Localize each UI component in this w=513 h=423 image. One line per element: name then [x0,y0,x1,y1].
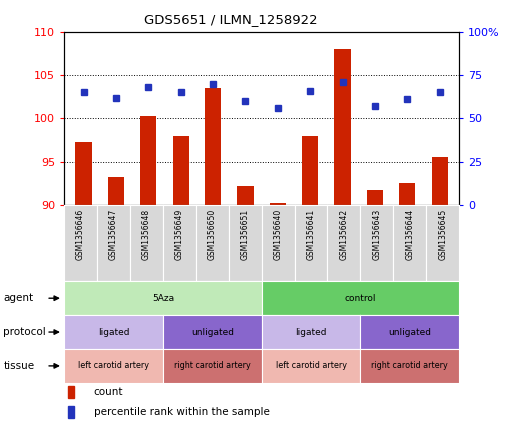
Text: control: control [345,294,376,303]
Bar [75,142,92,205]
Text: GSM1356642: GSM1356642 [340,209,348,260]
Text: GSM1356647: GSM1356647 [109,209,118,260]
Bar [367,190,383,205]
Bar [270,203,286,205]
Text: right carotid artery: right carotid artery [371,361,448,371]
Text: GSM1356641: GSM1356641 [306,209,315,260]
Text: GSM1356649: GSM1356649 [175,209,184,260]
Text: GSM1356650: GSM1356650 [208,209,217,260]
Text: agent: agent [3,293,33,303]
Text: 5Aza: 5Aza [152,294,174,303]
Text: left carotid artery: left carotid artery [78,361,149,371]
Text: GSM1356644: GSM1356644 [405,209,415,260]
Bar [68,406,74,418]
Bar [238,186,253,205]
Text: ligated: ligated [295,327,327,337]
Text: right carotid artery: right carotid artery [174,361,251,371]
Text: GSM1356648: GSM1356648 [142,209,151,260]
Text: unligated: unligated [388,327,431,337]
Bar [140,116,156,205]
Bar [334,49,351,205]
Bar [205,88,221,205]
Bar [108,176,124,205]
Text: unligated: unligated [191,327,234,337]
Text: percentile rank within the sample: percentile rank within the sample [94,407,270,417]
Bar [431,157,448,205]
Bar [68,386,74,398]
Bar [302,136,318,205]
Text: GSM1356640: GSM1356640 [273,209,283,260]
Text: left carotid artery: left carotid artery [275,361,346,371]
Text: GSM1356645: GSM1356645 [438,209,447,260]
Text: GDS5651 / ILMN_1258922: GDS5651 / ILMN_1258922 [144,13,318,26]
Text: GSM1356643: GSM1356643 [372,209,381,260]
Text: tissue: tissue [3,361,34,371]
Text: count: count [94,387,123,397]
Bar [172,136,189,205]
Text: protocol: protocol [3,327,46,337]
Text: ligated: ligated [98,327,129,337]
Bar [399,184,416,205]
Text: GSM1356651: GSM1356651 [241,209,250,260]
Text: GSM1356646: GSM1356646 [76,209,85,260]
